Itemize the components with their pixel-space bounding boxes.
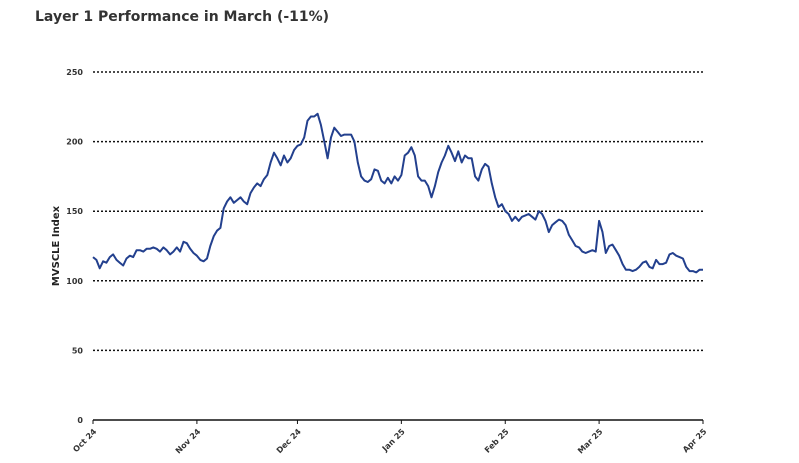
- y-tick-label: 50: [72, 346, 84, 355]
- y-tick-label: 150: [66, 207, 83, 216]
- x-tick-label: Feb 25: [483, 427, 511, 455]
- y-tick-label: 200: [66, 138, 83, 147]
- x-tick-label: Nov 24: [174, 427, 203, 456]
- y-axis-label: MVSCLE Index: [51, 205, 62, 286]
- x-tick-label: Apr 25: [681, 427, 709, 455]
- line: [92, 112, 703, 274]
- chart-title: Layer 1 Performance in March (-11%): [35, 9, 329, 25]
- x-tick-label: Dec 24: [275, 427, 303, 455]
- x-tick-label: Mar 25: [576, 427, 605, 456]
- y-tick-label: 100: [66, 277, 83, 286]
- y-tick-label: 0: [77, 416, 83, 425]
- x-tick-label: Oct 24: [71, 427, 98, 454]
- x-tick-label: Jan 25: [380, 427, 407, 454]
- y-tick-label: 250: [66, 68, 83, 77]
